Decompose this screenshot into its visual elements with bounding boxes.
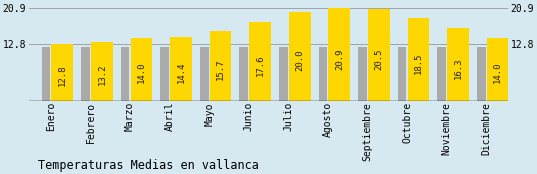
Bar bbox=[477, 47, 485, 101]
Bar bbox=[160, 47, 169, 101]
Text: 14.0: 14.0 bbox=[493, 62, 502, 83]
Bar bbox=[130, 38, 153, 101]
Bar bbox=[279, 47, 288, 101]
Text: 14.4: 14.4 bbox=[177, 61, 186, 83]
Text: 12.8: 12.8 bbox=[58, 64, 67, 86]
Bar bbox=[200, 47, 208, 101]
Bar bbox=[210, 31, 231, 101]
Text: 14.0: 14.0 bbox=[137, 62, 146, 83]
Bar bbox=[398, 47, 407, 101]
Bar bbox=[358, 47, 367, 101]
Text: 20.9: 20.9 bbox=[335, 48, 344, 70]
Bar bbox=[240, 47, 248, 101]
Bar bbox=[487, 38, 509, 101]
Text: 13.2: 13.2 bbox=[97, 64, 106, 85]
Bar bbox=[408, 18, 430, 101]
Bar bbox=[368, 9, 390, 101]
Text: 20.0: 20.0 bbox=[295, 50, 304, 71]
Bar bbox=[329, 8, 350, 101]
Bar bbox=[52, 44, 73, 101]
Bar bbox=[447, 28, 469, 101]
Text: 17.6: 17.6 bbox=[256, 55, 265, 76]
Text: Temperaturas Medias en vallanca: Temperaturas Medias en vallanca bbox=[38, 159, 258, 172]
Bar bbox=[91, 42, 113, 101]
Bar bbox=[249, 22, 271, 101]
Bar bbox=[41, 47, 50, 101]
Text: 20.5: 20.5 bbox=[374, 49, 383, 70]
Bar bbox=[121, 47, 129, 101]
Bar bbox=[81, 47, 90, 101]
Bar bbox=[289, 12, 310, 101]
Bar bbox=[437, 47, 446, 101]
Text: 16.3: 16.3 bbox=[454, 57, 462, 79]
Bar bbox=[318, 47, 327, 101]
Text: 15.7: 15.7 bbox=[216, 58, 225, 80]
Bar bbox=[170, 37, 192, 101]
Text: 18.5: 18.5 bbox=[414, 53, 423, 74]
